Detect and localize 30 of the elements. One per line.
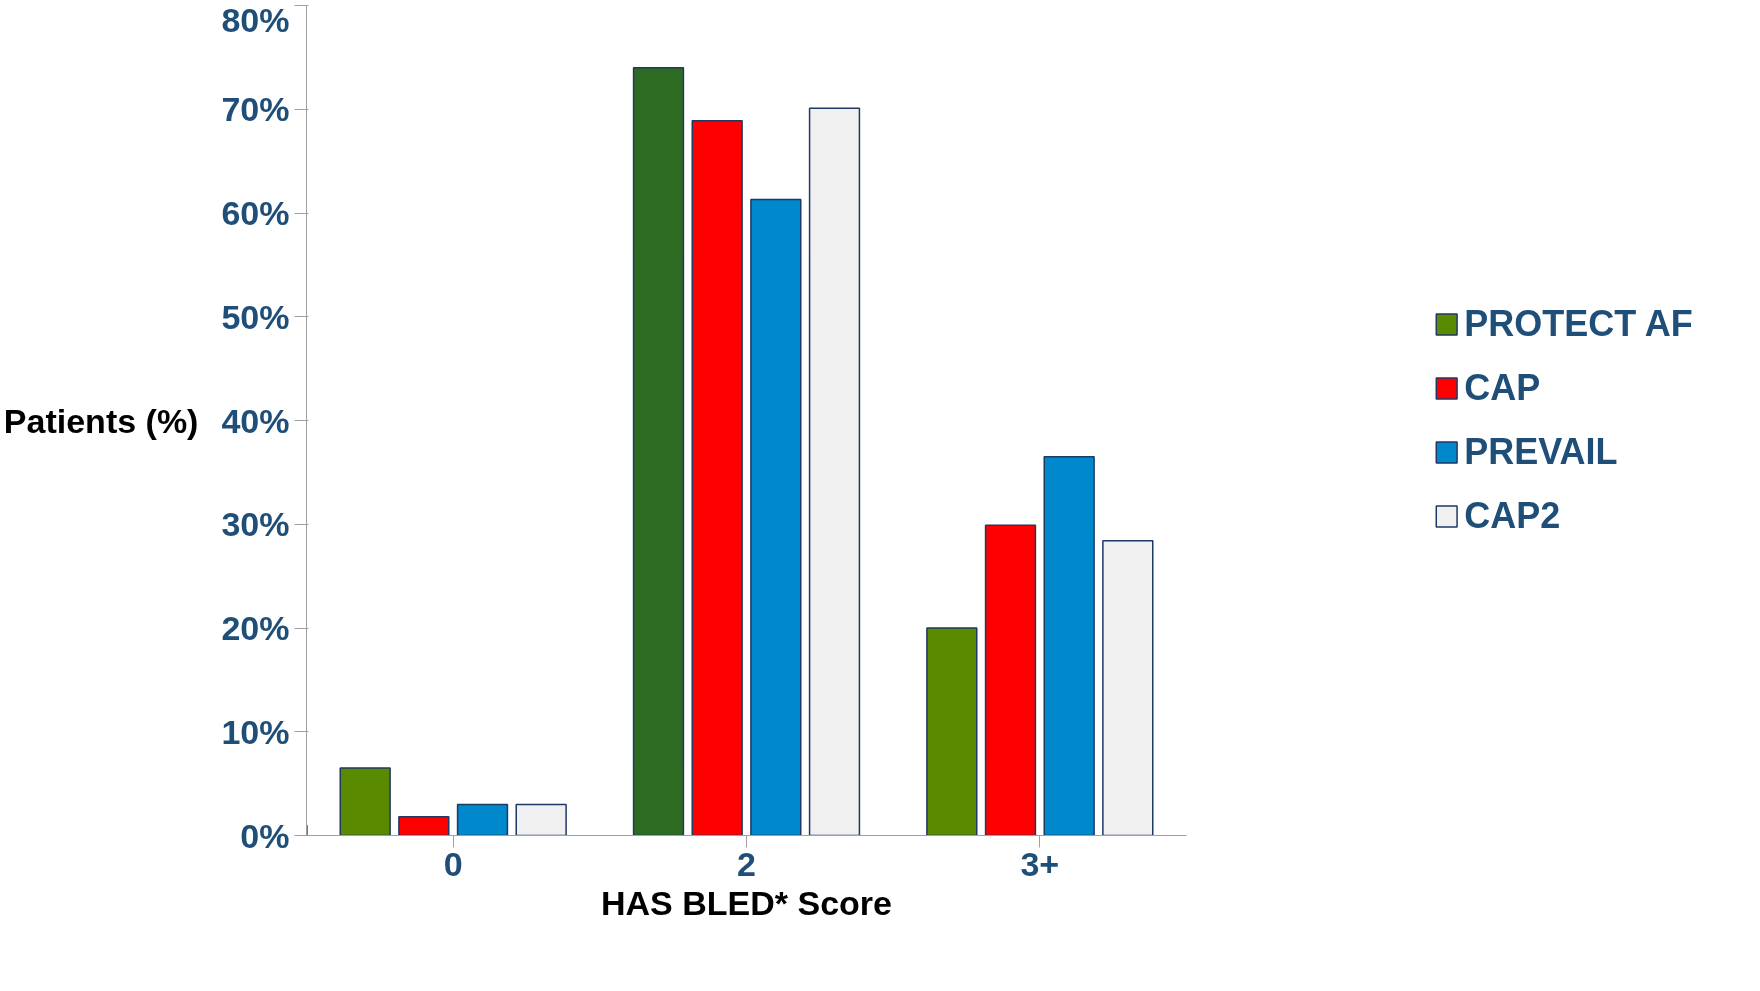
legend-label: PREVAIL [1464,431,1618,473]
legend-label: CAP [1464,367,1541,409]
bar [808,107,861,836]
y-tick-label: 0% [240,816,290,855]
y-tick-label: 10% [221,712,290,751]
y-tick-label: 60% [221,194,290,232]
bar [339,767,391,836]
y-tick-label: 50% [221,297,290,336]
bar [926,627,978,836]
bar [515,803,567,836]
x-tick-label: 2 [737,844,756,883]
bar [398,816,450,836]
bar [456,803,509,836]
bar [691,119,743,836]
bar [1043,456,1095,836]
y-axis-title: Patients (%) [3,401,199,440]
bar [1102,540,1154,836]
legend-label: PROTECT AF [1464,303,1693,345]
x-tick-label: 3+ [1020,844,1060,883]
x-tick-label: 0 [443,844,463,883]
bar [984,524,1037,836]
bar [750,198,802,836]
y-tick-label: 30% [221,505,290,544]
y-tick-label: 70% [221,90,290,129]
bar [632,67,685,836]
legend-label: CAP2 [1464,495,1561,537]
y-tick-label: 20% [221,609,290,647]
x-axis-title: HAS BLED* Score [601,883,892,922]
y-tick-label: 80% [221,0,290,39]
y-tick-label: 40% [221,401,290,440]
